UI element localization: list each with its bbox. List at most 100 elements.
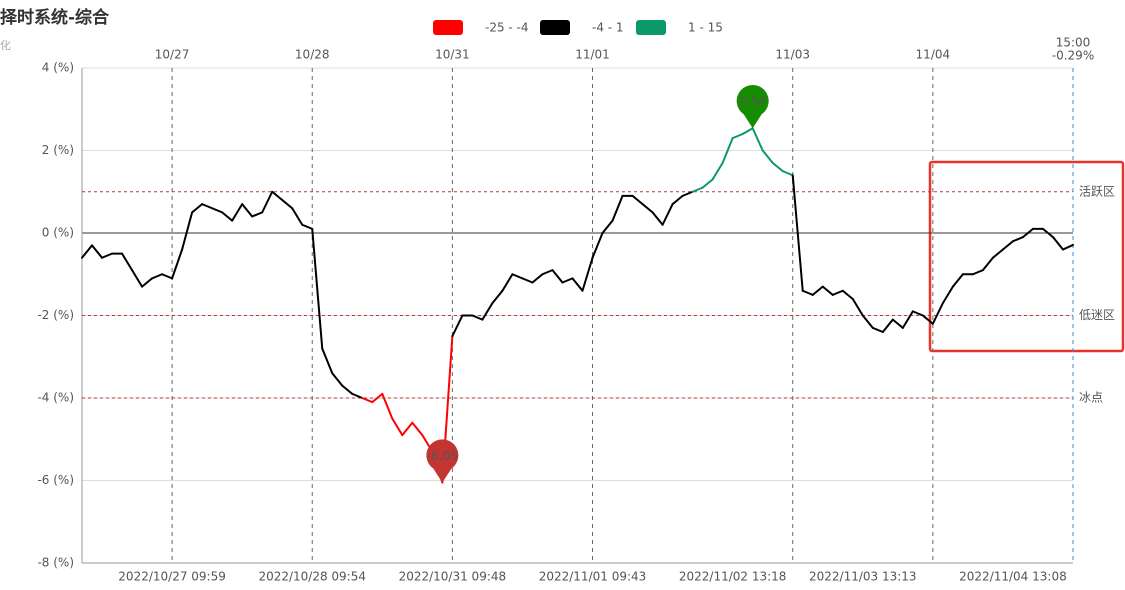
y-tick-label: -6 (%)	[37, 473, 74, 487]
line-segment	[711, 161, 724, 181]
line-segment	[691, 186, 704, 193]
x-tick-label: 2022/10/27 09:59	[118, 570, 226, 584]
line-segment	[261, 190, 274, 214]
line-segment	[831, 289, 844, 296]
line-segment	[301, 223, 314, 230]
line-segment	[571, 277, 584, 292]
line-segment	[901, 310, 914, 329]
line-segment	[871, 326, 884, 333]
pin	[426, 439, 459, 483]
x-tick-label: 2022/11/02 13:18	[679, 570, 787, 584]
legend-label: -25 - -4	[485, 21, 529, 35]
pin-label: 2.54	[739, 95, 766, 109]
line-segment	[471, 314, 484, 321]
line-segment	[121, 252, 134, 272]
line-segment	[271, 190, 284, 201]
line-segment	[911, 310, 924, 317]
line-segment	[721, 137, 734, 164]
line-segment	[801, 289, 814, 296]
line-segment	[931, 302, 944, 325]
y-tick-label: 2 (%)	[42, 143, 74, 157]
line-segment	[851, 298, 864, 317]
line-segment	[361, 397, 374, 404]
line-segment	[1041, 227, 1054, 239]
line-segment	[321, 347, 334, 375]
line-segment	[591, 232, 604, 259]
line-segment	[881, 318, 894, 333]
line-segment	[631, 194, 644, 206]
line-segment	[151, 273, 164, 280]
top-x-label: 10/31	[435, 48, 470, 62]
line-segment	[951, 273, 964, 288]
y-tick-label: -4 (%)	[37, 391, 74, 405]
line-segment	[991, 248, 1004, 259]
highlight-box	[928, 160, 1125, 353]
top-x-label: 11/01	[575, 48, 610, 62]
line-segment	[181, 211, 194, 251]
top-x-label: 11/03	[775, 48, 810, 62]
mark-line-label: 冰点	[1079, 391, 1103, 405]
line-segment	[641, 203, 654, 214]
line-segment	[1061, 243, 1074, 251]
x-tick-label: 2022/10/28 09:54	[258, 570, 366, 584]
line-segment	[411, 421, 424, 437]
line-segment	[141, 277, 154, 288]
line-segment	[391, 417, 404, 437]
line-segment	[651, 211, 664, 226]
line-segment	[401, 421, 414, 437]
line-segment	[331, 372, 344, 387]
legend-label: 1 - 15	[688, 21, 723, 35]
line-segment	[581, 256, 594, 292]
top-x-label: 11/04	[916, 48, 951, 62]
line-segment	[561, 277, 574, 284]
line-segment	[251, 211, 264, 218]
line-segment	[451, 314, 464, 338]
mark-line-label: 活跃区	[1079, 184, 1115, 198]
line-segment	[91, 244, 104, 259]
line-segment	[761, 149, 774, 164]
line-segment	[971, 269, 984, 276]
pin-label: -6.05	[427, 449, 458, 463]
x-tick-label: 2022/11/01 09:43	[539, 570, 647, 584]
line-segment	[491, 289, 504, 305]
line-segment	[841, 289, 854, 300]
line-segment	[531, 273, 544, 284]
line-segment	[281, 199, 294, 210]
end-label: -0.29%	[1052, 49, 1094, 63]
line-segment	[541, 269, 554, 276]
line-segment	[381, 392, 394, 420]
legend-label: -4 - 1	[592, 21, 624, 35]
line-segment	[81, 244, 94, 259]
top-x-label: 10/27	[155, 48, 190, 62]
line-segment	[791, 174, 804, 292]
line-segment	[501, 273, 514, 292]
line-segment	[661, 203, 674, 226]
line-segment	[291, 207, 304, 226]
line-segment	[161, 273, 174, 280]
y-tick-label: -2 (%)	[37, 308, 74, 322]
line-segment	[101, 252, 114, 259]
line-segment	[341, 384, 354, 395]
line-segment	[611, 194, 624, 222]
chart-title: 择时系统-综合	[0, 7, 110, 28]
line-segment	[981, 256, 994, 272]
line-segment	[681, 190, 694, 197]
line-segment	[751, 127, 764, 152]
legend-swatch	[636, 20, 666, 35]
legend-swatch	[540, 20, 570, 35]
line-segment	[311, 227, 324, 350]
line-segment	[191, 203, 204, 214]
line-segment	[861, 314, 874, 329]
line-segment	[231, 203, 244, 222]
line-segment	[891, 318, 904, 329]
line-segment	[521, 277, 534, 284]
legend-swatch	[433, 20, 463, 35]
line-segment	[701, 178, 714, 189]
line-segment	[941, 285, 954, 305]
line-segment	[1001, 240, 1014, 251]
mark-line-label: 低迷区	[1079, 308, 1115, 322]
line-segment	[671, 194, 684, 206]
line-segment	[731, 133, 744, 140]
line-segment	[1011, 236, 1024, 243]
line-segment	[771, 161, 784, 173]
